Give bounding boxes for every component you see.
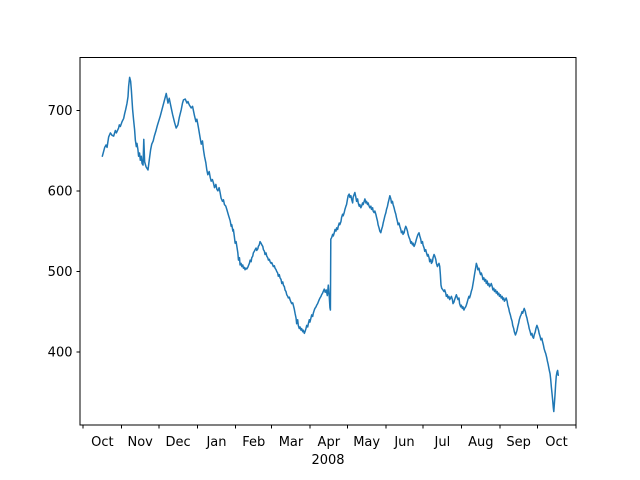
y-tick-label: 600 xyxy=(48,184,73,199)
x-axis-label: 2008 xyxy=(311,453,344,468)
x-tick-label: Feb xyxy=(242,435,265,450)
x-tick-label: May xyxy=(353,435,380,450)
y-tick-label: 700 xyxy=(48,104,73,119)
x-tick-label: Sep xyxy=(506,435,531,450)
x-tick-label: Jun xyxy=(393,435,414,450)
x-tick-label: Jul xyxy=(434,435,451,450)
y-tick-label: 400 xyxy=(48,345,73,360)
x-tick-label: Dec xyxy=(165,435,190,450)
x-tick-label: Apr xyxy=(318,435,341,450)
x-tick-label: Oct xyxy=(91,435,113,450)
x-tick-label: Oct xyxy=(545,435,567,450)
x-tick-label: Mar xyxy=(279,435,304,450)
plot-frame xyxy=(79,57,577,426)
axes: 400 500 600 700 Oct Nov Dec Jan Feb Mar Apr May Jun J… xyxy=(48,57,577,450)
x-tick-label: Nov xyxy=(127,435,153,450)
y-tick-label: 500 xyxy=(48,265,73,280)
x-tick-label: Aug xyxy=(468,435,493,450)
price-line xyxy=(101,76,559,413)
x-tick-label: Jan xyxy=(205,435,226,450)
price-line-layer xyxy=(101,76,559,413)
